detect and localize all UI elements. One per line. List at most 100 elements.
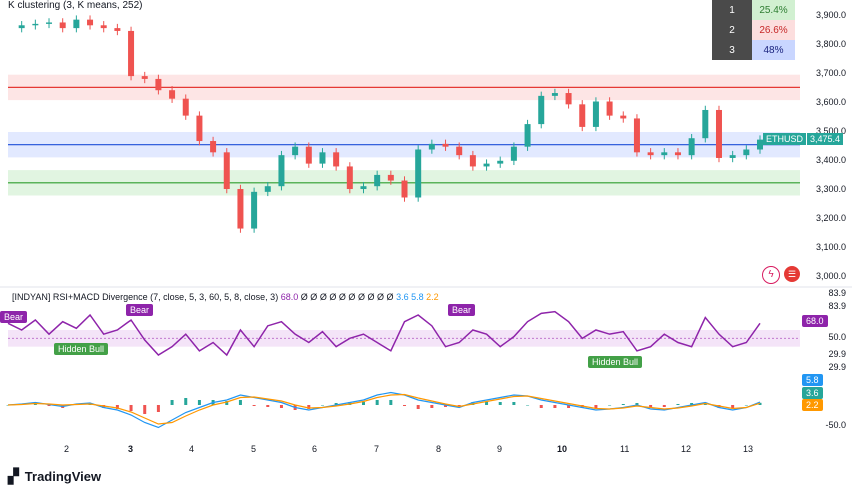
macd-histogram-bar (6, 405, 10, 406)
macd-histogram-bar (498, 402, 502, 405)
candle-body (715, 109, 722, 158)
ind-y-tick: 83.9 (828, 301, 846, 311)
candle-body (442, 143, 449, 147)
candle-body (633, 118, 640, 153)
indicator-value: 68.0 (280, 292, 299, 302)
macd-histogram-bar (758, 402, 762, 405)
ind-y-tick: 29.9 (828, 362, 846, 372)
x-tick: 8 (436, 444, 442, 454)
indicator-value: Ø (386, 292, 394, 302)
indicator-value: Ø (348, 292, 356, 302)
candle-body (401, 180, 408, 198)
price-label: ETHUSD 3,475.4 (763, 133, 844, 145)
candle-body (688, 138, 695, 156)
candle-body (579, 104, 586, 127)
x-tick: 3 (128, 444, 134, 454)
macd-histogram-bar (184, 398, 188, 405)
rsi-value-label: 68.0 (802, 315, 828, 327)
x-tick: 11 (620, 444, 630, 454)
candle-body (237, 189, 244, 229)
bear-tag: Bear (126, 304, 154, 316)
y-tick: 3,200.0 (815, 213, 846, 223)
candle-body (210, 141, 217, 153)
y-tick: 3,700.0 (815, 68, 846, 78)
cluster-percent: 25.4% (752, 0, 795, 20)
macd-histogram-bar (403, 405, 407, 406)
macd-histogram-bar (143, 405, 147, 414)
x-tick: 5 (251, 444, 257, 454)
macd-histogram-bar (676, 404, 680, 405)
candle-body (18, 25, 25, 29)
macd-histogram-bar (47, 405, 51, 406)
macd-histogram-bar (375, 400, 379, 405)
macd-histogram-bar (252, 405, 256, 406)
candle-body (292, 146, 299, 156)
macd-histogram-bar (238, 400, 242, 405)
signal-line (7, 393, 761, 425)
y-tick: 3,000.0 (815, 271, 846, 281)
candle-body (592, 101, 599, 127)
candle-body (46, 22, 53, 24)
candle-body (661, 152, 668, 156)
macd-histogram-bar (389, 400, 393, 405)
candle-body (743, 149, 750, 156)
candle-body (319, 152, 326, 164)
candle-body (469, 155, 476, 167)
macd-histogram-bar (320, 405, 324, 406)
macd-histogram-bar (649, 405, 653, 408)
cluster-row-3: 3 48% (712, 40, 795, 60)
macd-histogram-bar (444, 405, 448, 407)
candle-body (169, 90, 176, 99)
candle-body (59, 22, 66, 29)
lightning-icon[interactable]: ϟ (762, 266, 780, 284)
candle-body (620, 115, 627, 119)
candle-body (510, 146, 517, 161)
ind-y-tick: 29.9 (828, 349, 846, 359)
price-value: 3,475.4 (807, 133, 844, 145)
indicator-value: Ø (338, 292, 346, 302)
candle-body (32, 23, 39, 26)
cluster-index: 1 (712, 0, 752, 20)
x-tick: 12 (681, 444, 692, 454)
macd-histogram-bar (170, 400, 174, 405)
x-tick: 9 (497, 444, 503, 454)
cluster-row-2: 2 26.6% (712, 20, 795, 40)
candle-body (196, 115, 203, 142)
x-tick: 7 (374, 444, 380, 454)
indicator-value: Ø (319, 292, 327, 302)
candle-body (647, 152, 654, 156)
macd-histogram-bar (115, 405, 119, 409)
candle-body (264, 186, 271, 192)
indicator-value: Ø (300, 292, 308, 302)
candle-body (251, 191, 258, 229)
brand-name: TradingView (24, 469, 102, 484)
ind-y-tick: -50.0 (825, 420, 846, 430)
indicator-value: 2.2 (426, 292, 439, 302)
macd-histogram-bar (512, 402, 516, 405)
cluster-table: 1 25.4% 2 26.6% 3 48% (712, 0, 795, 60)
macd-histogram-bar (279, 405, 283, 408)
indicator-value: Ø (329, 292, 337, 302)
bear-tag: Bear (0, 311, 28, 323)
macd-histogram-bar (197, 400, 201, 405)
candle-body (360, 186, 367, 190)
x-tick: 4 (189, 444, 195, 454)
flag-icon[interactable]: ☰ (784, 266, 800, 282)
macd-histogram-bar (567, 405, 571, 408)
macd-value-label: 5.8 (802, 374, 823, 386)
hidden-bull-tag: Hidden Bull (54, 343, 109, 355)
candle-body (182, 98, 189, 116)
y-tick: 3,900.0 (815, 10, 846, 20)
macd-histogram-bar (266, 405, 270, 407)
candle-body (674, 152, 681, 156)
candle-body (333, 152, 340, 167)
candle-body (155, 78, 162, 91)
candle-body (565, 93, 572, 105)
cluster-percent: 26.6% (752, 20, 795, 40)
cluster-index: 2 (712, 20, 752, 40)
macd-line (7, 391, 761, 429)
candle-body (141, 76, 148, 79)
candle-body (223, 152, 230, 190)
